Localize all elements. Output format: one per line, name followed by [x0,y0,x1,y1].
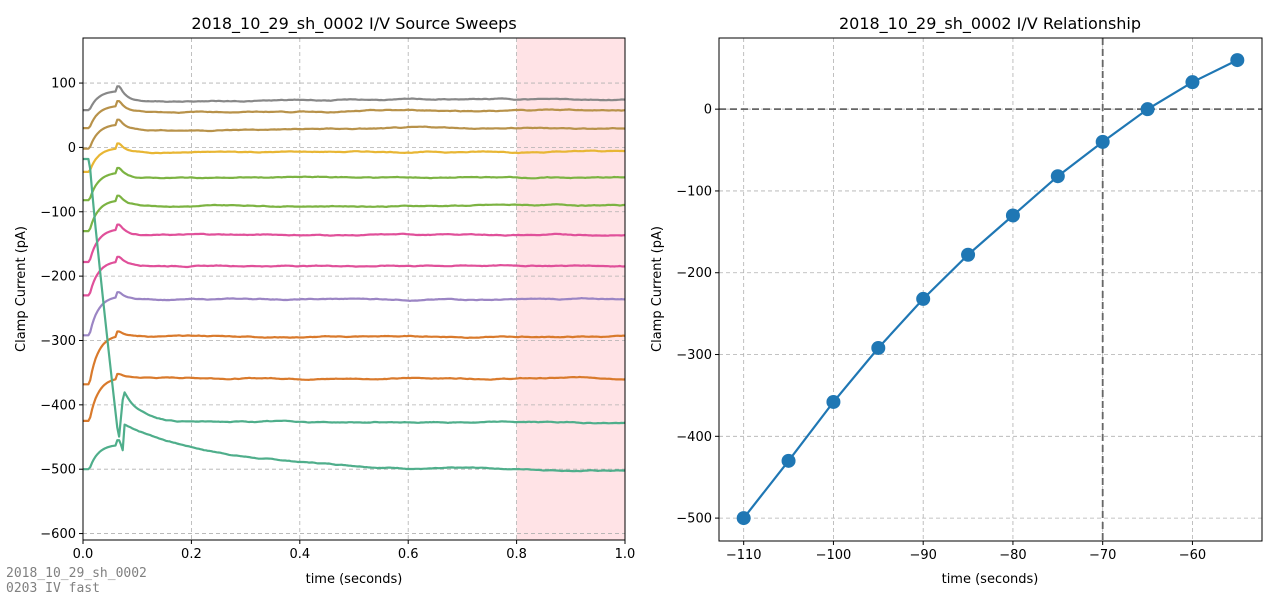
sweeps-xtick-label: 0.6 [398,547,419,562]
iv-ylabel: Clamp Current (pA) [650,226,665,352]
sweeps-xlabel: time (seconds) [306,572,403,587]
sweep-trace [83,194,625,233]
sweep-trace [83,372,626,422]
sweeps-ytick-label: 0 [68,141,76,156]
sweeps-title: 2018_10_29_sh_0002 I/V Source Sweeps [191,14,516,34]
sweeps-ytick-label: −500 [40,463,76,478]
iv-point [1230,53,1245,68]
iv-point [781,453,796,468]
iv-xlabel: time (seconds) [942,572,1039,587]
iv-ytick-label: −100 [676,184,712,199]
iv-ytick-label: 0 [704,103,712,118]
sweep-trace [83,166,626,202]
iv-frame [718,37,1263,542]
sweep-trace [83,423,626,473]
sweep-trace [83,291,626,337]
iv-point [871,340,886,355]
iv-point [961,247,976,262]
iv-point [1050,169,1065,184]
footer-line-2: 0203 IV fast [6,581,100,596]
sweep-trace [83,255,626,297]
iv-series [736,53,1245,526]
sweep-trace [83,118,626,150]
iv-point [826,394,841,409]
iv-point [736,511,751,526]
iv-point [1185,75,1200,90]
sweeps-panel: 0.0 0.2 0.4 0.6 0.8 1.0 −600 −500 −400 −300 −200 −1… [14,14,635,587]
footer-line-1: 2018_10_29_sh_0002 [6,566,147,581]
sweeps-xtick-label: 0.0 [73,547,94,562]
sweeps-frame [82,37,626,541]
sweep-trace [83,223,626,264]
sweeps-traces [83,85,626,473]
sweeps-xtick-label: 0.2 [181,547,202,562]
sweeps-ytick-label: −600 [40,527,76,542]
sweeps-ytick-label: −300 [40,334,76,349]
iv-reference-lines [719,38,1262,541]
iv-ticks: −110 −100 −90 −80 −70 −60 −500 −400 −300 −200 −100… [676,103,1206,563]
sweep-trace [83,85,626,112]
iv-grid [719,38,1262,541]
sweeps-ylabel: Clamp Current (pA) [14,226,29,352]
sweep-trace [83,142,626,173]
footer-label: 2018_10_29_sh_0002 0203 IV fast [6,566,147,596]
iv-xtick-label: −60 [1179,548,1206,563]
sweep-trace [83,99,626,130]
iv-ytick-label: −400 [676,430,712,445]
iv-xtick-label: −80 [999,548,1026,563]
sweeps-xtick-label: 0.4 [289,547,310,562]
sweeps-ytick-label: 100 [51,77,76,92]
sweeps-ytick-label: −200 [40,270,76,285]
iv-title: 2018_10_29_sh_0002 I/V Relationship [839,14,1141,34]
sweep-trace [83,330,626,386]
iv-point [1095,134,1110,149]
iv-panel: −110 −100 −90 −80 −70 −60 −500 −400 −300 −200 −100… [650,14,1263,587]
iv-xtick-label: −70 [1089,548,1116,563]
iv-xtick-label: −100 [816,548,852,563]
iv-xtick-label: −110 [726,548,762,563]
iv-ytick-label: −500 [676,512,712,527]
sweeps-ytick-label: −100 [40,205,76,220]
highlight-span [516,38,625,540]
sweeps-ticks: 0.0 0.2 0.4 0.6 0.8 1.0 −600 −500 −400 −300 −200 −1… [40,77,635,562]
iv-ytick-label: −300 [676,348,712,363]
sweeps-ytick-label: −400 [40,398,76,413]
sweeps-xtick-label: 1.0 [615,547,636,562]
sweeps-xtick-label: 0.8 [506,547,527,562]
iv-xtick-label: −90 [909,548,936,563]
iv-ytick-label: −200 [676,266,712,281]
iv-point [1140,102,1155,117]
sweep-trace [83,157,626,438]
iv-point [1005,208,1020,223]
iv-point [916,291,931,306]
iv-line [742,59,1238,519]
